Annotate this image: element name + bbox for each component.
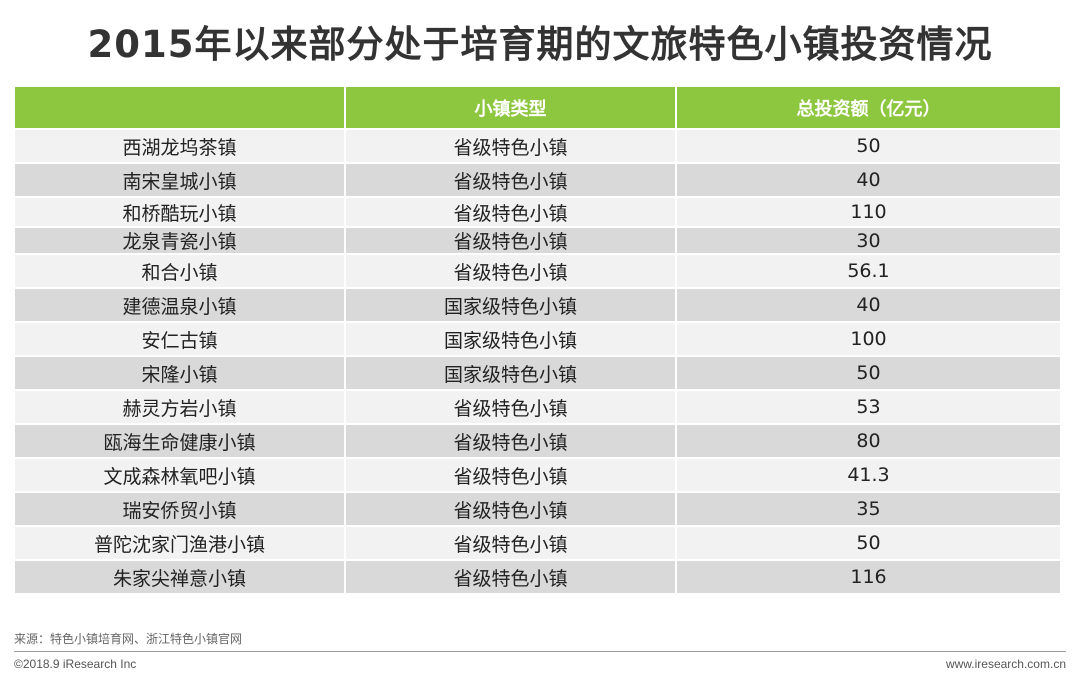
cell-town-type: 省级特色小镇 xyxy=(346,457,677,491)
cell-town-name: 宋隆小镇 xyxy=(15,355,346,389)
cell-town-name: 龙泉青瓷小镇 xyxy=(15,226,346,253)
header-cell-investment: 总投资额（亿元） xyxy=(677,87,1060,128)
cell-town-type: 省级特色小镇 xyxy=(346,196,677,226)
cell-town-type: 省级特色小镇 xyxy=(346,423,677,457)
table-row: 安仁古镇 国家级特色小镇 100 xyxy=(15,321,1060,355)
cell-town-name: 西湖龙坞茶镇 xyxy=(15,128,346,162)
cell-town-name: 和合小镇 xyxy=(15,253,346,287)
cell-investment: 100 xyxy=(677,321,1060,355)
cell-investment: 56.1 xyxy=(677,253,1060,287)
cell-investment: 50 xyxy=(677,355,1060,389)
cell-town-type: 国家级特色小镇 xyxy=(346,321,677,355)
cell-town-type: 省级特色小镇 xyxy=(346,491,677,525)
cell-town-name: 瓯海生命健康小镇 xyxy=(15,423,346,457)
table-row: 南宋皇城小镇 省级特色小镇 40 xyxy=(15,162,1060,196)
table-row: 西湖龙坞茶镇 省级特色小镇 50 xyxy=(15,128,1060,162)
cell-town-name: 和桥酷玩小镇 xyxy=(15,196,346,226)
table-row: 普陀沈家门渔港小镇 省级特色小镇 50 xyxy=(15,525,1060,559)
cell-investment: 116 xyxy=(677,559,1060,593)
table-row: 瑞安侨贸小镇 省级特色小镇 35 xyxy=(15,491,1060,525)
website-text: www.iresearch.com.cn xyxy=(945,657,1066,671)
cell-town-name: 赫灵方岩小镇 xyxy=(15,389,346,423)
cell-town-type: 省级特色小镇 xyxy=(346,559,677,593)
copyright-text: ©2018.9 iResearch Inc xyxy=(14,657,137,671)
cell-town-type: 国家级特色小镇 xyxy=(346,287,677,321)
table-header: 小镇类型 总投资额（亿元） xyxy=(15,87,1060,128)
cell-town-name: 安仁古镇 xyxy=(15,321,346,355)
cell-investment: 41.3 xyxy=(677,457,1060,491)
header-cell-type: 小镇类型 xyxy=(346,87,677,128)
cell-investment: 53 xyxy=(677,389,1060,423)
cell-investment: 50 xyxy=(677,525,1060,559)
page-title: 2015年以来部分处于培育期的文旅特色小镇投资情况 xyxy=(87,23,993,66)
table-row: 建德温泉小镇 国家级特色小镇 40 xyxy=(15,287,1060,321)
source-note: 来源：特色小镇培育网、浙江特色小镇官网 xyxy=(14,632,243,646)
table-row: 和桥酷玩小镇 省级特色小镇 110 xyxy=(15,196,1060,226)
table-row: 和合小镇 省级特色小镇 56.1 xyxy=(15,253,1060,287)
table-row: 朱家尖禅意小镇 省级特色小镇 116 xyxy=(15,559,1060,593)
table-row: 赫灵方岩小镇 省级特色小镇 53 xyxy=(15,389,1060,423)
cell-town-type: 省级特色小镇 xyxy=(346,128,677,162)
cell-investment: 30 xyxy=(677,226,1060,253)
cell-town-type: 省级特色小镇 xyxy=(346,253,677,287)
cell-town-name: 普陀沈家门渔港小镇 xyxy=(15,525,346,559)
table-row: 宋隆小镇 国家级特色小镇 50 xyxy=(15,355,1060,389)
cell-investment: 35 xyxy=(677,491,1060,525)
cell-town-name: 南宋皇城小镇 xyxy=(15,162,346,196)
cell-town-type: 省级特色小镇 xyxy=(346,525,677,559)
table-row: 瓯海生命健康小镇 省级特色小镇 80 xyxy=(15,423,1060,457)
header-cell-name xyxy=(15,87,346,128)
cell-investment: 40 xyxy=(677,162,1060,196)
cell-town-name: 建德温泉小镇 xyxy=(15,287,346,321)
investment-table: 小镇类型 总投资额（亿元） 西湖龙坞茶镇 省级特色小镇 50 南宋皇城小镇 省级特色小镇… xyxy=(15,87,1060,593)
cell-town-name: 朱家尖禅意小镇 xyxy=(15,559,346,593)
cell-investment: 50 xyxy=(677,128,1060,162)
footer-divider xyxy=(14,651,1066,652)
cell-town-type: 省级特色小镇 xyxy=(346,162,677,196)
cell-town-type: 省级特色小镇 xyxy=(346,226,677,253)
cell-town-name: 文成森林氧吧小镇 xyxy=(15,457,346,491)
cell-investment: 80 xyxy=(677,423,1060,457)
cell-town-name: 瑞安侨贸小镇 xyxy=(15,491,346,525)
cell-town-type: 国家级特色小镇 xyxy=(346,355,677,389)
table-body: 西湖龙坞茶镇 省级特色小镇 50 南宋皇城小镇 省级特色小镇 40 和桥酷玩小镇 省级特色小镇… xyxy=(15,128,1060,593)
table-row: 龙泉青瓷小镇 省级特色小镇 30 xyxy=(15,226,1060,253)
cell-investment: 110 xyxy=(677,196,1060,226)
cell-investment: 40 xyxy=(677,287,1060,321)
table-row: 文成森林氧吧小镇 省级特色小镇 41.3 xyxy=(15,457,1060,491)
cell-town-type: 省级特色小镇 xyxy=(346,389,677,423)
